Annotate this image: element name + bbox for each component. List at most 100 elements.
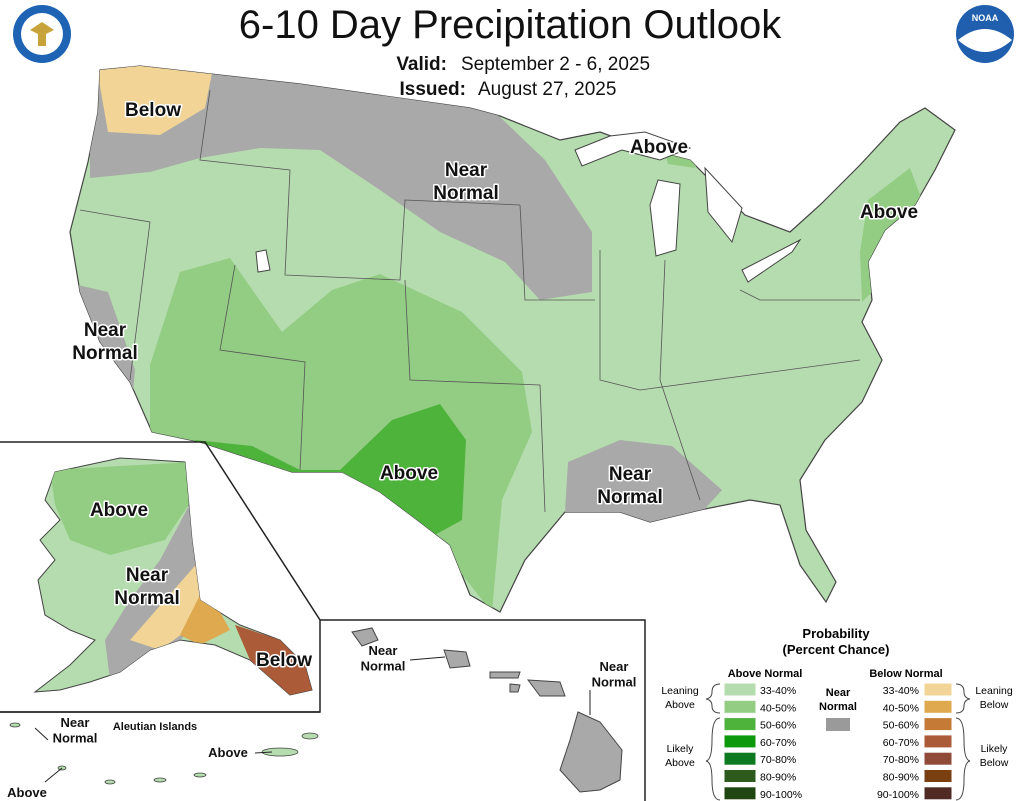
legend-swatch: [723, 682, 757, 697]
legend-swatch: [923, 699, 953, 714]
state-line: [79, 209, 151, 381]
legend-group-label-line: Below: [980, 699, 1009, 711]
noaa-logo: NOAA: [956, 5, 1014, 63]
lake-michigan: [649, 179, 681, 257]
legend-swatch: [723, 717, 757, 732]
legend-swatch: [723, 769, 757, 783]
region-label: Near Normal: [361, 643, 406, 674]
region-label-line: Near: [369, 643, 398, 658]
legend-above-header: Above Normal: [728, 668, 803, 680]
above-alaska-north: [50, 462, 192, 555]
island: [193, 772, 207, 778]
legend-swatch: [923, 717, 953, 732]
legend-group-label-line: Leaning: [975, 685, 1013, 697]
region-label-line: Above: [208, 745, 248, 760]
lanai: [509, 683, 521, 693]
legend-bin-label: 33-40%: [883, 685, 919, 697]
legend-swatch: [923, 769, 953, 783]
region-label: Below: [125, 100, 181, 121]
hawaiian-islands: [351, 627, 623, 793]
legend-group-label: Likely Below: [980, 743, 1009, 769]
legend-bin-label: 90-100%: [760, 789, 802, 801]
legend-near-label: Near Normal: [819, 687, 857, 713]
below-alaska-panhandle: [235, 625, 312, 695]
aleutian-islands: [9, 722, 319, 785]
logo-text: NOAA: [972, 13, 999, 23]
legend-swatch: [723, 734, 757, 749]
legend-bin-label: 70-80%: [883, 754, 919, 766]
legend-title-line: Probability: [802, 626, 870, 641]
legend-bin-label: 33-40%: [760, 685, 796, 697]
region-label-line: Near: [600, 659, 629, 674]
legend-bin-label: 50-60%: [883, 720, 919, 732]
legend-swatch: [826, 718, 850, 731]
near-normal-alaska: [105, 500, 215, 680]
kauai: [351, 627, 379, 647]
issued-label: Issued:: [399, 79, 466, 100]
valid-label: Valid:: [396, 54, 447, 75]
legend-near-label-line: Normal: [819, 701, 857, 713]
region-label: Aleutian Islands: [113, 721, 197, 733]
title: 6-10 Day Precipitation Outlook: [239, 3, 783, 47]
region-label: Above: [630, 137, 688, 158]
legend-brace: [955, 717, 971, 801]
region-label-line: Above: [380, 463, 438, 484]
region-label-line: Near: [61, 715, 90, 730]
state-line: [739, 289, 860, 301]
region-label-line: Above: [630, 137, 688, 158]
issued-date: August 27, 2025: [478, 79, 616, 100]
region-label-line: Near: [609, 464, 652, 485]
legend-swatch: [923, 682, 953, 697]
seal-eagle: [30, 22, 54, 46]
legend-group-label-line: Above: [665, 757, 695, 769]
legend-swatch: [723, 786, 757, 801]
state-line: [659, 259, 701, 501]
region-label-line: Above: [860, 202, 918, 223]
legend-swatch: [723, 751, 757, 766]
region-label-line: Above: [90, 500, 148, 521]
legend-group-label-line: Above: [665, 699, 695, 711]
legend-bin-label: 90-100%: [877, 789, 919, 801]
region-label-line: Normal: [597, 487, 662, 508]
legend-bin-label: 40-50%: [883, 702, 919, 714]
near-normal-gulf: [565, 440, 722, 532]
region-label: Above: [860, 202, 918, 223]
state-lines: [79, 89, 861, 513]
region-label: Near Normal: [433, 160, 498, 204]
maui: [526, 679, 566, 697]
region-label-line: Near: [445, 160, 488, 181]
region-label-line: Below: [256, 650, 312, 671]
region-label: Above: [7, 785, 47, 800]
legend-below-header: Below Normal: [869, 668, 942, 680]
legend-brace: [705, 683, 721, 714]
region-label-line: Normal: [433, 183, 498, 204]
region-label-line: Normal: [592, 675, 637, 690]
region-label: Near Normal: [597, 464, 662, 508]
island: [153, 777, 167, 783]
lake-erie: [741, 238, 802, 283]
legend-group-label: Leaning Below: [975, 685, 1013, 711]
state-line: [404, 279, 546, 513]
leader-line: [254, 751, 273, 754]
legend-bin-label: 60-70%: [760, 737, 796, 749]
island: [9, 722, 21, 728]
big-island: [559, 711, 623, 793]
valid-dates: September 2 - 6, 2025: [461, 54, 650, 75]
legend-swatch: [923, 734, 953, 749]
region-label-line: Normal: [53, 731, 98, 746]
commerce-seal: [13, 5, 71, 63]
region-label: Below: [256, 650, 312, 671]
region-label: Above: [380, 463, 438, 484]
legend-brace: [705, 717, 721, 801]
logo-bird: [958, 29, 1012, 52]
alaska-inset: [0, 441, 321, 785]
region-label-line: Normal: [72, 343, 137, 364]
alaska-regions: [50, 462, 312, 695]
legend-bin-label: 80-90%: [883, 772, 919, 784]
legend-group-label-line: Below: [980, 757, 1009, 769]
logos: NOAA: [13, 5, 1014, 63]
below-alaska-light: [130, 560, 215, 650]
leader-line: [409, 656, 446, 661]
